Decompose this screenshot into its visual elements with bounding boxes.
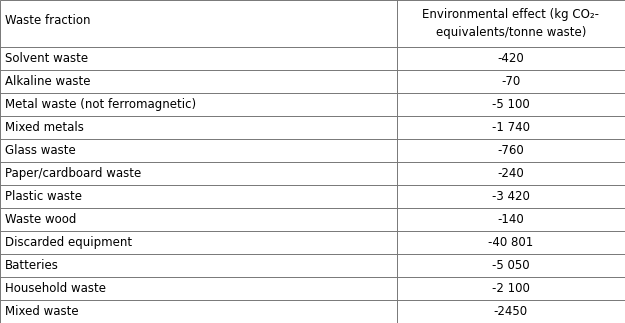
Text: -240: -240 [498,167,524,180]
Text: -2 100: -2 100 [492,282,530,295]
Text: Discarded equipment: Discarded equipment [5,236,132,249]
Text: Glass waste: Glass waste [5,144,76,157]
Text: -3 420: -3 420 [492,190,530,203]
Text: -5 100: -5 100 [492,98,530,111]
Text: Waste fraction: Waste fraction [5,14,91,27]
Text: Paper/cardboard waste: Paper/cardboard waste [5,167,141,180]
Text: -420: -420 [498,52,524,65]
Text: Alkaline waste: Alkaline waste [5,75,91,88]
Text: Metal waste (not ferromagnetic): Metal waste (not ferromagnetic) [5,98,196,111]
Text: Solvent waste: Solvent waste [5,52,88,65]
Text: Batteries: Batteries [5,259,59,272]
Text: -40 801: -40 801 [488,236,534,249]
Text: -5 050: -5 050 [492,259,530,272]
Text: -140: -140 [498,213,524,226]
Text: Environmental effect (kg CO₂-
equivalents/tonne waste): Environmental effect (kg CO₂- equivalent… [422,8,599,39]
Text: Plastic waste: Plastic waste [5,190,82,203]
Text: -2450: -2450 [494,305,528,318]
Text: -760: -760 [498,144,524,157]
Text: -70: -70 [501,75,521,88]
Text: Mixed waste: Mixed waste [5,305,79,318]
Text: -1 740: -1 740 [492,121,530,134]
Text: Mixed metals: Mixed metals [5,121,84,134]
Text: Household waste: Household waste [5,282,106,295]
Text: Waste wood: Waste wood [5,213,76,226]
